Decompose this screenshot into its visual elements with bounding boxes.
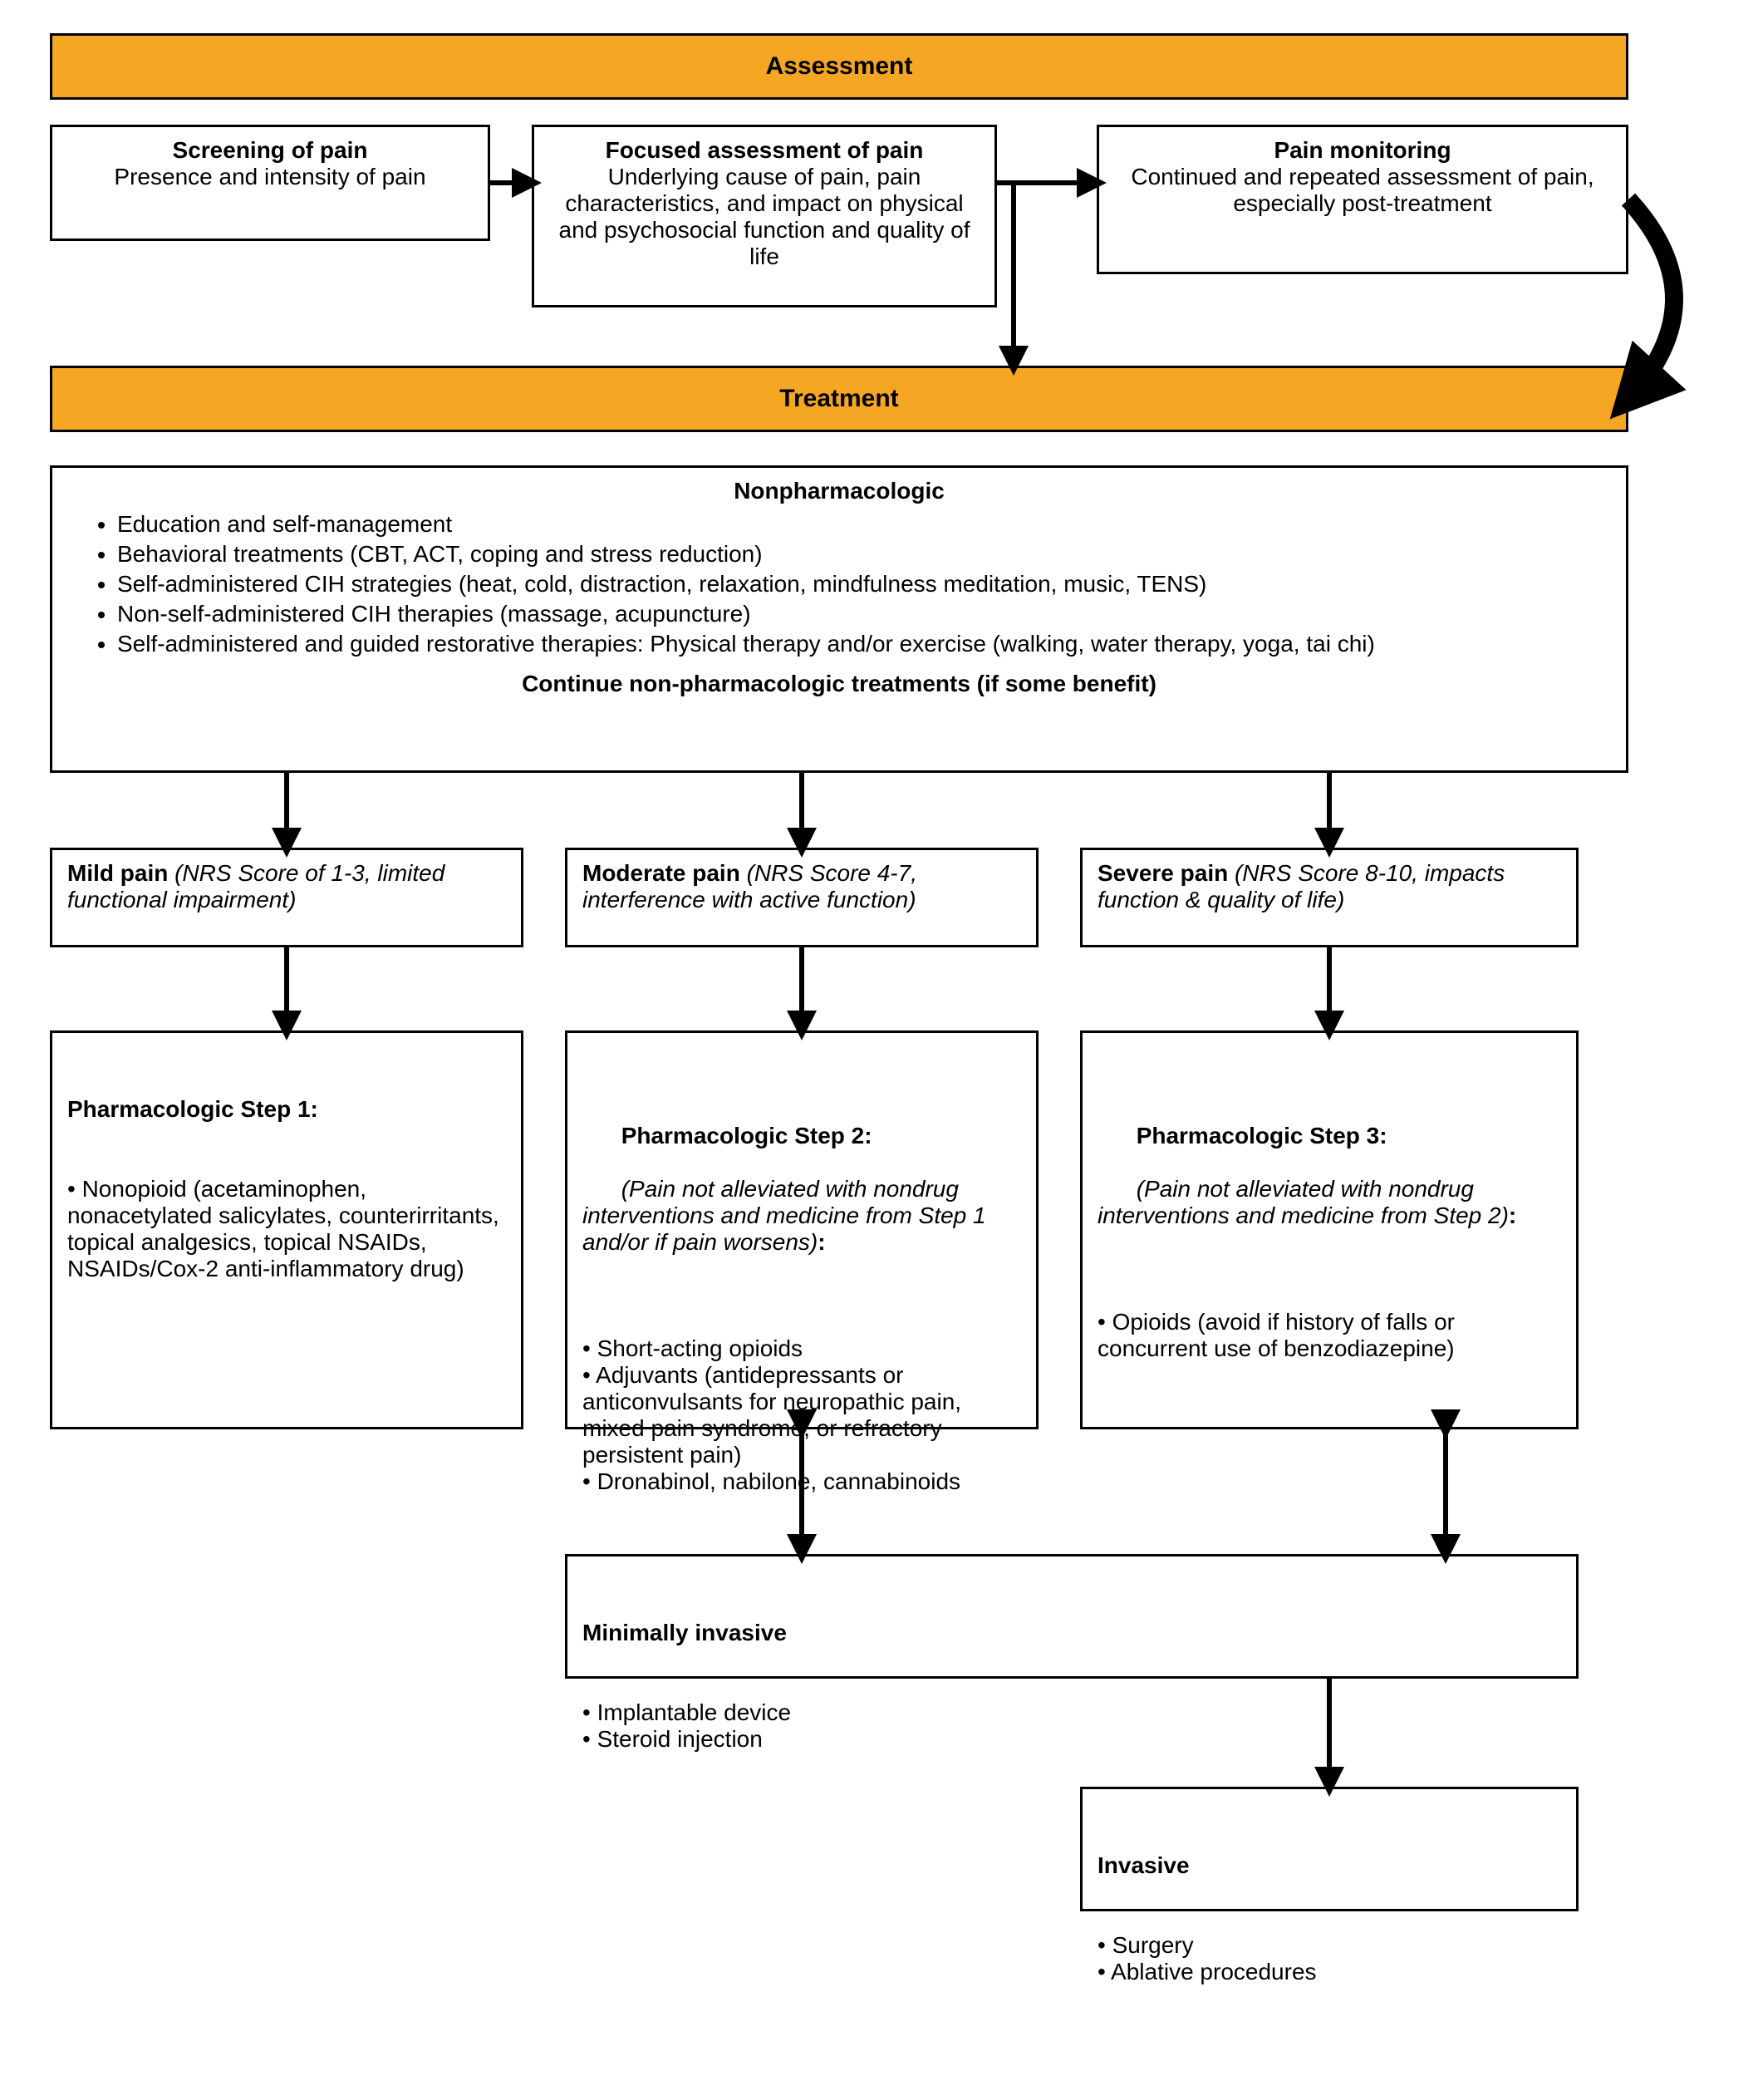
nonpharm-bullets: Education and self-management Behavioral…	[67, 511, 1611, 657]
nonpharm-bullet: Non-self-administered CIH therapies (mas…	[117, 601, 1611, 627]
banner-assessment: Assessment	[50, 33, 1628, 100]
focused-body: Underlying cause of pain, pain character…	[549, 164, 980, 270]
box-min-invasive: Minimally invasive • Implantable device …	[565, 1554, 1579, 1679]
box-invasive: Invasive • Surgery • Ablative procedures	[1080, 1787, 1579, 1911]
step1-items: • Nonopioid (acetaminophen, nonacetylate…	[67, 1176, 506, 1282]
nonpharm-bullet: Self-administered CIH strategies (heat, …	[117, 571, 1611, 598]
screening-title: Screening of pain	[67, 137, 473, 164]
step3-items: • Opioids (avoid if history of falls or …	[1098, 1309, 1561, 1362]
step3-colon: :	[1509, 1202, 1516, 1228]
nonpharm-bullet: Behavioral treatments (CBT, ACT, coping …	[117, 541, 1611, 568]
banner-treatment-label: Treatment	[779, 385, 898, 413]
box-nonpharm: Nonpharmacologic Education and self-mana…	[50, 465, 1628, 773]
box-screening: Screening of pain Presence and intensity…	[50, 125, 490, 241]
mild-title: Mild pain	[67, 860, 168, 886]
monitoring-body: Continued and repeated assessment of pai…	[1114, 164, 1611, 217]
banner-treatment: Treatment	[50, 366, 1628, 432]
nonpharm-bullet: Self-administered and guided restorative…	[117, 631, 1611, 657]
box-moderate: Moderate pain (NRS Score 4-7, interferen…	[565, 848, 1039, 947]
step2-colon: :	[818, 1229, 825, 1255]
min-invasive-title: Minimally invasive	[582, 1620, 1561, 1646]
severe-title: Severe pain	[1098, 860, 1228, 886]
monitoring-title: Pain monitoring	[1114, 137, 1611, 164]
invasive-title: Invasive	[1098, 1852, 1561, 1879]
flowchart-canvas: Assessment Screening of pain Presence an…	[33, 33, 1725, 2067]
step2-items: • Short-acting opioids • Adjuvants (anti…	[582, 1335, 1021, 1495]
step3-condition: (Pain not alleviated with nondrug interv…	[1098, 1176, 1509, 1228]
box-focused: Focused assessment of pain Underlying ca…	[532, 125, 997, 307]
step1-heading: Pharmacologic Step 1:	[67, 1096, 318, 1122]
nonpharm-continue: Continue non-pharmacologic treatments (i…	[67, 671, 1611, 697]
nonpharm-bullet: Education and self-management	[117, 511, 1611, 538]
banner-assessment-label: Assessment	[766, 52, 913, 81]
invasive-items: • Surgery • Ablative procedures	[1098, 1932, 1561, 1985]
box-step1: Pharmacologic Step 1: • Nonopioid (aceta…	[50, 1030, 523, 1429]
box-monitoring: Pain monitoring Continued and repeated a…	[1097, 125, 1628, 274]
min-invasive-items: • Implantable device • Steroid injection	[582, 1699, 1561, 1753]
screening-body: Presence and intensity of pain	[67, 164, 473, 190]
moderate-title: Moderate pain	[582, 860, 740, 886]
box-step2: Pharmacologic Step 2: (Pain not alleviat…	[565, 1030, 1039, 1429]
box-severe: Severe pain (NRS Score 8-10, impacts fun…	[1080, 848, 1579, 947]
step2-condition: (Pain not alleviated with nondrug interv…	[582, 1176, 992, 1255]
box-step3: Pharmacologic Step 3: (Pain not alleviat…	[1080, 1030, 1579, 1429]
focused-title: Focused assessment of pain	[549, 137, 980, 164]
box-mild: Mild pain (NRS Score of 1-3, limited fun…	[50, 848, 523, 947]
nonpharm-title: Nonpharmacologic	[67, 478, 1611, 504]
step3-heading: Pharmacologic Step 3:	[1137, 1123, 1387, 1148]
step2-heading: Pharmacologic Step 2:	[621, 1123, 872, 1148]
